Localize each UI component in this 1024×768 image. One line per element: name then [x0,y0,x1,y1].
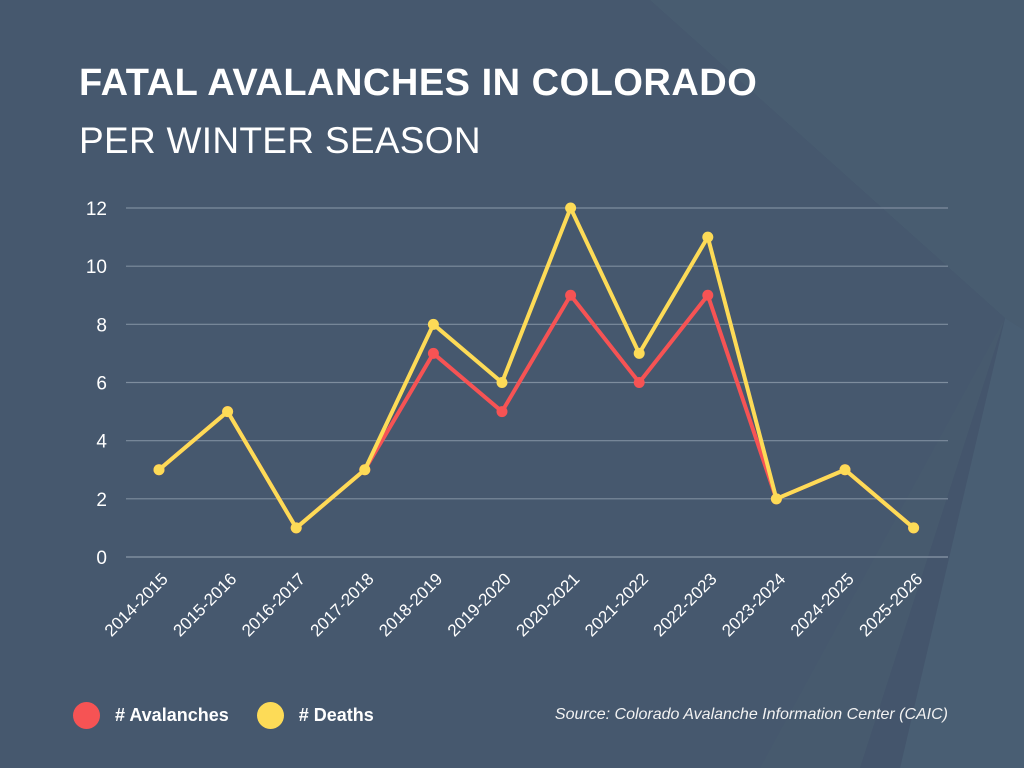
data-point-marker [427,347,439,359]
chart-title: FATAL AVALANCHES IN COLORADO [79,62,758,104]
source-note: Source: Colorado Avalanche Information C… [554,706,948,723]
legend-label: # Deaths [298,705,374,725]
gridlines [126,207,948,558]
y-tick-label: 0 [96,548,107,569]
x-tick-label: 2017-2018 [307,569,378,640]
legend-label: # Avalanches [115,705,229,725]
y-tick-label: 10 [86,257,107,278]
x-tick-label: 2019-2020 [444,569,515,640]
data-point-marker [496,406,508,418]
x-tick-label: 2015-2016 [169,569,240,640]
data-point-marker [222,406,234,418]
data-point-marker [633,377,645,388]
legend-item-deaths: # Deaths [256,702,374,729]
x-tick-label: 2021-2022 [581,569,652,640]
series-avalanches [153,289,920,534]
x-tick-label: 2025-2026 [855,569,926,640]
deaths-dot-icon [256,702,284,729]
x-tick-label: 2022-2023 [650,569,721,640]
data-point-marker [565,202,577,214]
y-tick-label: 8 [96,315,107,336]
avalanches-dot-icon [73,702,100,729]
data-point-marker [153,464,165,476]
chart-subtitle: PER WINTER SEASON [79,120,481,161]
y-axis-ticks: 0 2 4 6 8 10 12 [86,199,108,569]
x-tick-label: 2018-2019 [375,569,446,640]
y-tick-label: 12 [86,199,107,220]
data-point-marker [702,231,714,243]
series-line [157,206,916,530]
data-point-marker [496,377,508,388]
x-axis-ticks: 2014-20152015-20162016-20172017-20182018… [101,569,927,640]
y-tick-label: 2 [96,490,107,511]
data-point-marker [290,522,302,534]
data-series [153,202,920,534]
data-point-marker [565,289,577,301]
x-tick-label: 2016-2017 [238,569,309,640]
legend-item-avalanches: # Avalanches [73,702,229,729]
data-point-marker [633,347,645,359]
y-tick-label: 6 [96,374,107,395]
x-tick-label: 2020-2021 [512,569,583,640]
data-point-marker [702,289,714,301]
data-point-marker [427,318,439,330]
data-point-marker [839,464,851,476]
x-tick-label: 2014-2015 [101,569,172,640]
series-line [157,293,916,530]
data-point-marker [359,464,371,476]
data-point-marker [770,493,782,505]
legend: # Avalanches # Deaths [73,702,374,729]
series-deaths [153,202,920,534]
y-tick-label: 4 [96,432,107,453]
data-point-marker [908,522,920,534]
x-tick-label: 2023-2024 [718,569,789,640]
x-tick-label: 2024-2025 [787,569,858,640]
